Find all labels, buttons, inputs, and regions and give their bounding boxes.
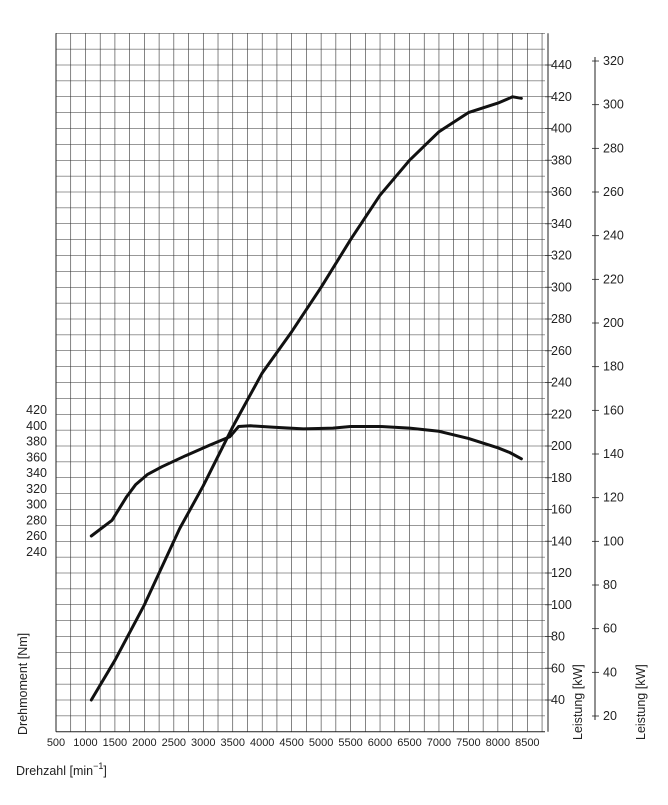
y-power-inner-tick-label: 340 <box>551 217 572 231</box>
y-power-outer-tick-label: 140 <box>603 447 624 461</box>
y-power-outer-tick-label: 100 <box>603 534 624 548</box>
x-tick-label: 3000 <box>191 737 215 749</box>
y-power-inner-tick-label: 380 <box>551 153 572 167</box>
y-axis-power-label-outer: Leistung [kW] <box>634 664 648 740</box>
y-power-inner-tick-label: 260 <box>551 344 572 358</box>
x-tick-label: 500 <box>47 737 65 749</box>
axis-labels-layer: Drehzahl [min−1] Drehmoment [Nm] Leistun… <box>16 633 648 778</box>
y-power-inner-tick-label: 240 <box>551 376 572 390</box>
x-tick-label: 1000 <box>73 737 97 749</box>
y-power-inner-tick-label: 140 <box>551 534 572 548</box>
x-tick-label: 5000 <box>309 737 333 749</box>
y-power-outer-tick-label: 320 <box>603 54 624 68</box>
y-torque-tick-label: 320 <box>26 482 47 496</box>
y-power-inner-tick-label: 360 <box>551 185 572 199</box>
y-axis-torque-label: Drehmoment [Nm] <box>16 633 30 735</box>
y-power-outer-tick-label: 160 <box>603 403 624 417</box>
y-power-outer-tick-label: 300 <box>603 98 624 112</box>
x-axis-label-sup: −1 <box>93 761 103 771</box>
y-power-outer-tick-label: 60 <box>603 622 617 636</box>
x-tick-label: 7500 <box>456 737 480 749</box>
y-power-outer-tick-label: 80 <box>603 578 617 592</box>
y-power-inner-tick-label: 60 <box>551 661 565 675</box>
y-torque-tick-label: 420 <box>26 403 47 417</box>
y-power-outer-tick-label: 220 <box>603 272 624 286</box>
x-tick-label: 4000 <box>250 737 274 749</box>
x-axis-label-close: ] <box>103 764 106 778</box>
x-tick-label: 5500 <box>338 737 362 749</box>
y-power-outer-tick-label: 20 <box>603 709 617 723</box>
y-power-inner-tick-label: 300 <box>551 280 572 294</box>
power-curve <box>89 95 523 702</box>
y-power-inner-tick-label: 320 <box>551 249 572 263</box>
y-power-outer-tick-label: 200 <box>603 316 624 330</box>
x-tick-label: 4500 <box>279 737 303 749</box>
y-power-inner-tick-label: 100 <box>551 598 572 612</box>
x-tick-label: 2000 <box>132 737 156 749</box>
y-torque-tick-label: 280 <box>26 513 47 527</box>
y-power-outer-tick-label: 280 <box>603 141 624 155</box>
x-tick-label: 6000 <box>368 737 392 749</box>
y-torque-tick-label: 400 <box>26 419 47 433</box>
y-power-inner-tick-label: 280 <box>551 312 572 326</box>
y-torque-tick-label: 360 <box>26 450 47 464</box>
y-power-inner-tick-label: 440 <box>551 58 572 72</box>
x-tick-label: 7000 <box>427 737 451 749</box>
y-axis-power-label-inner: Leistung [kW] <box>571 664 585 740</box>
y-torque-tick-label: 340 <box>26 466 47 480</box>
torque-curve <box>89 424 523 538</box>
y-torque-tick-label: 240 <box>26 545 47 559</box>
y-power-inner-tick-label: 80 <box>551 630 565 644</box>
x-tick-label: 1500 <box>103 737 127 749</box>
y-power-outer-tick-label: 240 <box>603 229 624 243</box>
y-power-outer-tick-label: 180 <box>603 360 624 374</box>
y-power-inner-tick-label: 420 <box>551 90 572 104</box>
x-tick-label: 2500 <box>162 737 186 749</box>
y-power-outer-tick-label: 260 <box>603 185 624 199</box>
y-torque-tick-label: 300 <box>26 498 47 512</box>
y-power-inner-tick-label: 220 <box>551 407 572 421</box>
x-tick-label: 8500 <box>515 737 539 749</box>
y-torque-tick-label: 380 <box>26 435 47 449</box>
y-power-outer-tick-label: 40 <box>603 665 617 679</box>
series-layer <box>89 95 523 702</box>
x-tick-label: 3500 <box>221 737 245 749</box>
y-torque-tick-label: 260 <box>26 529 47 543</box>
y-power-outer-tick-label: 120 <box>603 491 624 505</box>
y-power-inner-tick-label: 180 <box>551 471 572 485</box>
y-power-inner-tick-label: 40 <box>551 693 565 707</box>
y-power-inner-tick-label: 120 <box>551 566 572 580</box>
tick-labels-layer: 500 1000 1500 2000 2500 3000 3500 4000 4500 5000 5… <box>26 54 624 749</box>
y-power-inner-tick-label: 200 <box>551 439 572 453</box>
y-power-inner-tick-label: 400 <box>551 122 572 136</box>
x-tick-label: 6500 <box>397 737 421 749</box>
y-power-inner-tick-label: 160 <box>551 503 572 517</box>
grid-layer <box>55 32 599 733</box>
x-tick-label: 8000 <box>486 737 510 749</box>
x-axis-label: Drehzahl [min−1] <box>16 761 107 778</box>
